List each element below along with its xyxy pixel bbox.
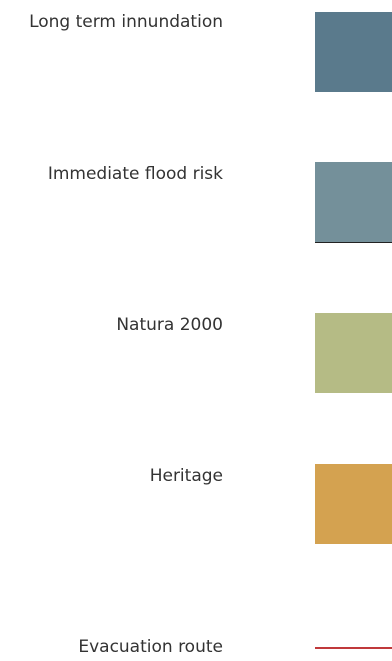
legend-swatch-immediate-flood-risk (315, 162, 392, 243)
legend-label-evacuation-route: Evacuation route (78, 637, 223, 657)
legend-swatch-evacuation-route-line (315, 647, 392, 649)
legend-label-immediate-flood-risk: Immediate flood risk (47, 164, 223, 184)
legend-label-long-term-innundation: Long term innundation (29, 12, 223, 32)
legend-swatch-long-term-innundation (315, 12, 392, 92)
legend-swatch-heritage (315, 464, 392, 544)
legend-swatch-natura-2000 (315, 313, 392, 393)
legend-label-heritage: Heritage (149, 466, 223, 486)
legend-label-natura-2000: Natura 2000 (116, 315, 223, 335)
